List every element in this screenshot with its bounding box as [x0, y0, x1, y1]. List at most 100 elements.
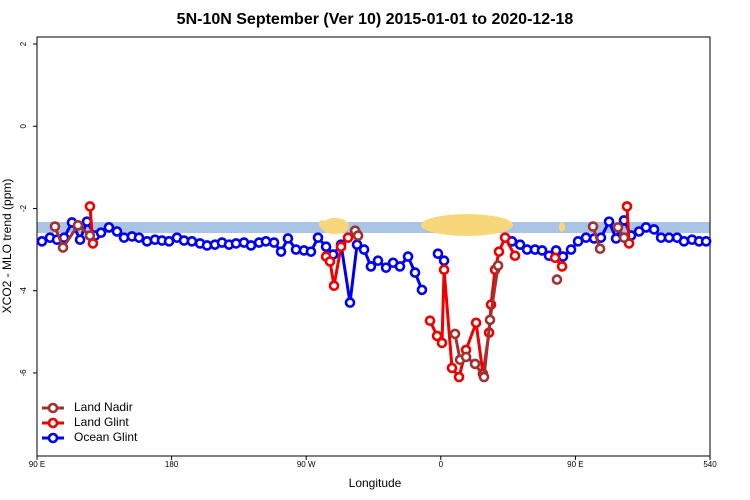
data-point: [549, 252, 561, 264]
data-point: [72, 220, 84, 231]
data-point: [335, 241, 347, 253]
data-point: [603, 216, 615, 227]
data-point: [438, 264, 450, 276]
land-patch: [421, 214, 513, 236]
data-point: [305, 246, 317, 257]
data-point: [409, 267, 421, 278]
series: [49, 220, 630, 383]
data-point: [580, 232, 592, 243]
data-point: [449, 328, 461, 340]
chart-title: 5N-10N September (Ver 10) 2015-01-01 to …: [177, 11, 574, 28]
data-point: [446, 362, 458, 374]
data-point: [282, 233, 294, 244]
data-point: [460, 351, 472, 363]
data-point: [324, 256, 336, 267]
data-point: [587, 221, 599, 232]
data-point: [95, 227, 107, 239]
legend-marker: [47, 402, 59, 414]
x-axis-label: Longitude: [349, 476, 402, 490]
x-tick-label: 90 W: [297, 460, 316, 469]
y-axis-label: XCO2 - MLO trend (ppm): [0, 179, 14, 314]
data-point: [163, 236, 175, 247]
data-point: [133, 232, 145, 243]
plot-frame: [36, 36, 711, 457]
data-point: [493, 246, 505, 257]
data-point: [344, 297, 356, 308]
legend-marker: [47, 432, 59, 444]
legend-label: Ocean Glint: [74, 430, 138, 444]
data-point: [186, 236, 198, 247]
land-patch: [319, 220, 325, 228]
data-point: [640, 222, 652, 233]
y-tick-label: -6: [19, 369, 28, 377]
data-point: [565, 244, 577, 255]
data-point: [380, 262, 392, 273]
data-point: [612, 222, 624, 233]
x-tick-label: 180: [165, 460, 179, 469]
data-point: [312, 232, 324, 243]
y-tick-label: 2: [19, 41, 28, 46]
data-point: [514, 239, 526, 250]
data-point: [275, 246, 287, 257]
data-point: [352, 230, 364, 241]
data-point: [372, 255, 384, 266]
data-point: [260, 236, 272, 247]
data-point: [484, 314, 496, 326]
data-point: [111, 226, 123, 237]
land-patch: [559, 222, 565, 232]
data-point: [57, 242, 69, 253]
x-tick-label: 540: [703, 460, 717, 469]
data-point: [84, 230, 96, 241]
data-point: [394, 261, 406, 272]
data-point: [621, 201, 633, 212]
data-point: [49, 221, 61, 232]
data-point: [618, 232, 630, 243]
legend-label: Land Nadir: [74, 400, 133, 414]
land-patch: [321, 218, 349, 234]
data-point: [438, 255, 450, 266]
x-tick-label: 90 E: [567, 460, 583, 469]
data-point: [342, 232, 354, 243]
data-point: [469, 358, 481, 370]
data-point: [556, 261, 568, 272]
data-point: [402, 251, 414, 262]
y-tick-label: 0: [19, 123, 28, 128]
data-point: [432, 248, 444, 259]
data-point: [268, 237, 280, 248]
data-point: [551, 274, 563, 285]
x-tick-label: 90 E: [29, 460, 45, 469]
data-point: [700, 236, 712, 247]
x-tick-label: 0: [439, 460, 444, 469]
data-point: [358, 244, 370, 255]
data-point: [365, 261, 377, 272]
data-point: [536, 245, 548, 256]
data-point: [416, 284, 428, 296]
ocean-strip: [37, 222, 710, 233]
series: [84, 201, 635, 383]
data-point: [431, 330, 443, 342]
data-point: [424, 315, 436, 327]
data-point: [470, 317, 482, 329]
y-tick-label: -4: [19, 287, 28, 295]
data-point: [499, 232, 511, 243]
y-tick-label: -2: [19, 204, 28, 212]
legend-label: Land Glint: [74, 415, 129, 429]
data-point: [36, 236, 48, 247]
data-point: [453, 371, 465, 383]
series: [36, 215, 712, 308]
data-point: [678, 236, 690, 247]
data-point: [103, 222, 115, 233]
data-point: [648, 224, 660, 235]
data-point: [328, 280, 340, 292]
data-point: [436, 337, 448, 349]
data-point: [84, 201, 96, 212]
data-point: [74, 234, 86, 246]
data-point: [478, 371, 490, 383]
data-point: [320, 241, 332, 253]
data-point: [509, 250, 521, 262]
data-point: [594, 243, 606, 255]
legend-marker: [47, 417, 59, 429]
